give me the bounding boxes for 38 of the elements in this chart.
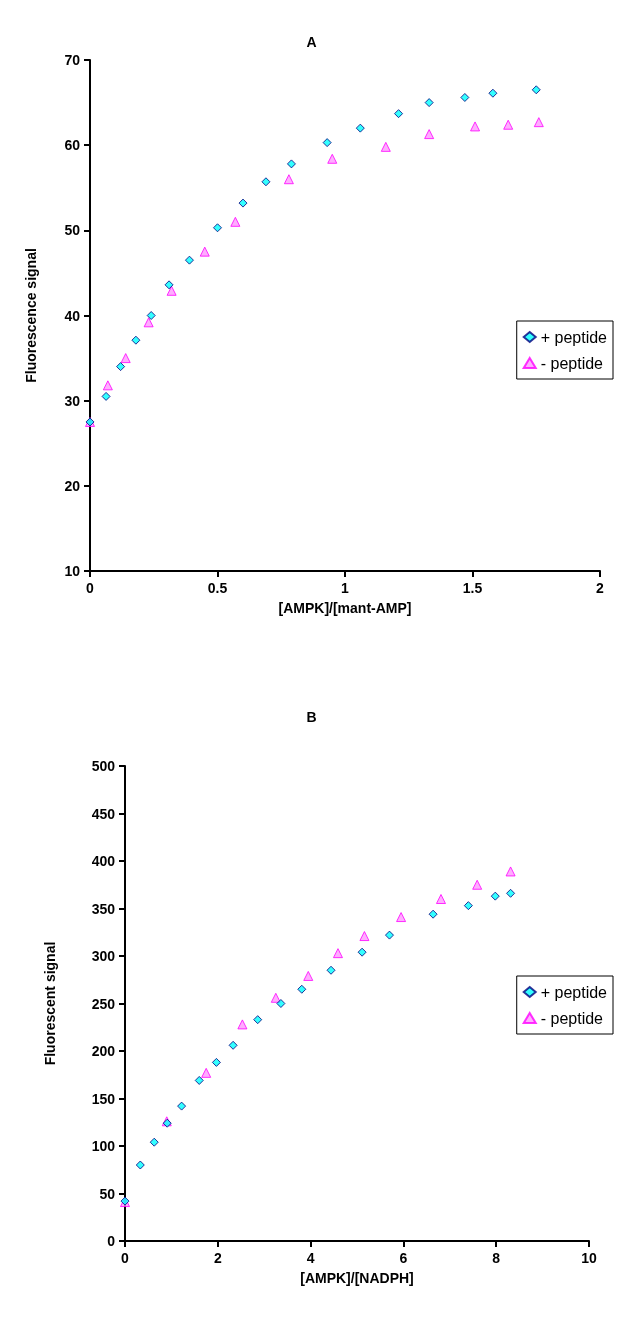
x-axis-title: [AMPK]/[mant-AMP] (278, 600, 412, 616)
y-tick-label: 50 (64, 222, 81, 239)
y-tick-label: 0 (107, 1233, 116, 1249)
chart-title: B (306, 709, 317, 725)
y-tick-label: 30 (64, 392, 81, 409)
y-tick-label: 10 (64, 563, 81, 579)
legend-label: + peptide (540, 983, 608, 1001)
legend-label: + peptide (540, 328, 608, 346)
x-tick-label: 4 (306, 1250, 315, 1266)
legend-label: - peptide (540, 354, 604, 372)
y-tick-label: 20 (64, 477, 81, 494)
x-tick-label: 8 (492, 1250, 501, 1266)
y-tick-label: 150 (91, 1090, 116, 1107)
x-tick-label: 2 (596, 580, 605, 596)
x-tick-label: 1.5 (462, 580, 483, 596)
y-tick-label: 70 (64, 52, 81, 68)
y-tick-label: 250 (91, 995, 116, 1012)
y-tick-label: 450 (91, 805, 116, 822)
y-tick-label: 400 (91, 853, 116, 869)
x-tick-label: 2 (213, 1250, 222, 1266)
y-tick-label: 100 (91, 1138, 116, 1154)
x-tick-label: 6 (399, 1250, 408, 1266)
y-tick-label: 50 (99, 1185, 116, 1202)
x-tick-label: 0 (121, 1250, 130, 1266)
y-axis-title: Fluorescent signal (42, 941, 58, 1066)
y-tick-label: 200 (91, 1043, 116, 1059)
y-tick-label: 350 (91, 900, 116, 917)
x-tick-label: 1 (341, 580, 350, 596)
y-tick-label: 300 (91, 948, 116, 964)
y-tick-label: 500 (91, 758, 116, 774)
y-tick-label: 40 (64, 307, 81, 324)
chart-title: A (306, 34, 317, 50)
legend-label: - peptide (540, 1009, 604, 1027)
x-tick-label: 0.5 (207, 580, 228, 596)
x-axis-title: [AMPK]/[NADPH] (300, 1270, 414, 1286)
x-tick-label: 10 (581, 1250, 597, 1266)
y-axis-title: Fluorescence signal (23, 248, 39, 383)
y-tick-label: 60 (64, 137, 81, 154)
